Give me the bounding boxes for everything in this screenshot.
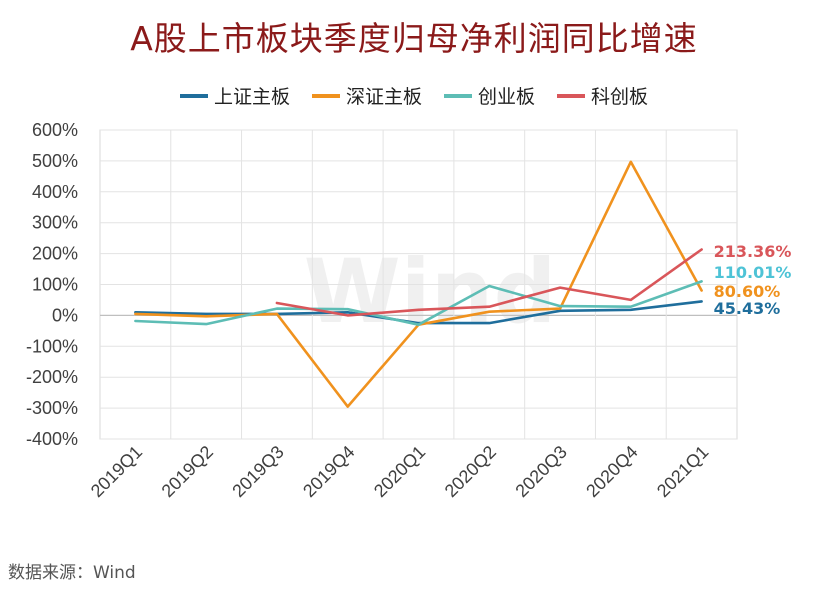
chart-legend: 上证主板 深证主板 创业板 科创板	[0, 82, 828, 109]
legend-label: 上证主板	[213, 86, 290, 108]
end-value-label: 213.36%	[714, 242, 792, 261]
legend-item: 创业板	[444, 82, 535, 109]
data-point	[629, 160, 632, 163]
legend-swatch	[444, 93, 472, 98]
data-point	[346, 308, 349, 311]
x-tick-label: 2019Q1	[87, 442, 146, 501]
data-point	[275, 302, 278, 305]
end-value-label: 110.01%	[714, 263, 792, 282]
y-tick-label: 100%	[32, 275, 78, 295]
data-point	[629, 305, 632, 308]
legend-label: 创业板	[478, 86, 536, 108]
series-line-1	[134, 300, 703, 325]
end-value-label: 80.60%	[714, 282, 781, 301]
data-point	[488, 305, 491, 308]
data-point	[488, 322, 491, 325]
legend-item: 上证主板	[179, 82, 290, 109]
y-tick-label: 0%	[52, 305, 78, 325]
data-point	[205, 315, 208, 318]
x-tick-label: 2020Q4	[582, 442, 641, 501]
data-point	[346, 314, 349, 317]
series-line-3	[134, 280, 703, 326]
series-line-4	[275, 248, 703, 317]
data-source-note: 数据来源：Wind	[8, 563, 136, 583]
data-point	[700, 289, 703, 292]
x-tick-label: 2020Q3	[511, 442, 570, 501]
x-tick-label: 2019Q2	[158, 442, 217, 501]
legend-item: 深证主板	[311, 82, 422, 109]
data-point	[488, 285, 491, 288]
data-point	[275, 307, 278, 310]
legend-label: 深证主板	[345, 86, 422, 108]
y-tick-label: 300%	[32, 213, 78, 233]
y-tick-label: 500%	[32, 151, 78, 171]
x-tick-label: 2019Q4	[299, 442, 358, 501]
data-point	[700, 248, 703, 251]
data-point	[134, 319, 137, 322]
legend-label: 科创板	[591, 86, 649, 108]
data-point	[205, 323, 208, 326]
y-tick-label: 600%	[32, 120, 78, 140]
data-point	[559, 286, 562, 289]
wind-watermark: Wind	[304, 240, 557, 343]
y-tick-label: -200%	[26, 367, 78, 387]
data-point	[700, 280, 703, 283]
end-value-label: 45.43%	[714, 299, 781, 318]
data-point	[417, 323, 420, 326]
x-tick-label: 2019Q3	[228, 442, 287, 501]
legend-swatch	[179, 93, 208, 98]
data-point	[346, 405, 349, 408]
data-point	[629, 308, 632, 311]
data-point	[700, 300, 703, 303]
data-point	[559, 305, 562, 308]
data-point	[417, 308, 420, 311]
y-tick-label: 400%	[32, 182, 78, 202]
y-tick-label: -300%	[26, 398, 78, 418]
data-point	[275, 312, 278, 315]
data-point	[629, 298, 632, 301]
y-tick-label: -100%	[26, 336, 78, 356]
y-tick-label: -400%	[26, 429, 78, 449]
legend-swatch	[311, 93, 340, 98]
chart-title: A股上市板块季度归母净利润同比增速	[130, 19, 698, 58]
data-point	[346, 311, 349, 314]
data-point	[134, 312, 137, 315]
legend-swatch	[557, 93, 586, 98]
x-tick-label: 2020Q1	[370, 442, 429, 501]
legend-item: 科创板	[557, 82, 648, 109]
y-tick-label: 200%	[32, 244, 78, 264]
data-point	[488, 310, 491, 313]
x-tick-label: 2020Q2	[441, 442, 500, 501]
x-tick-label: 2021Q1	[653, 442, 712, 501]
